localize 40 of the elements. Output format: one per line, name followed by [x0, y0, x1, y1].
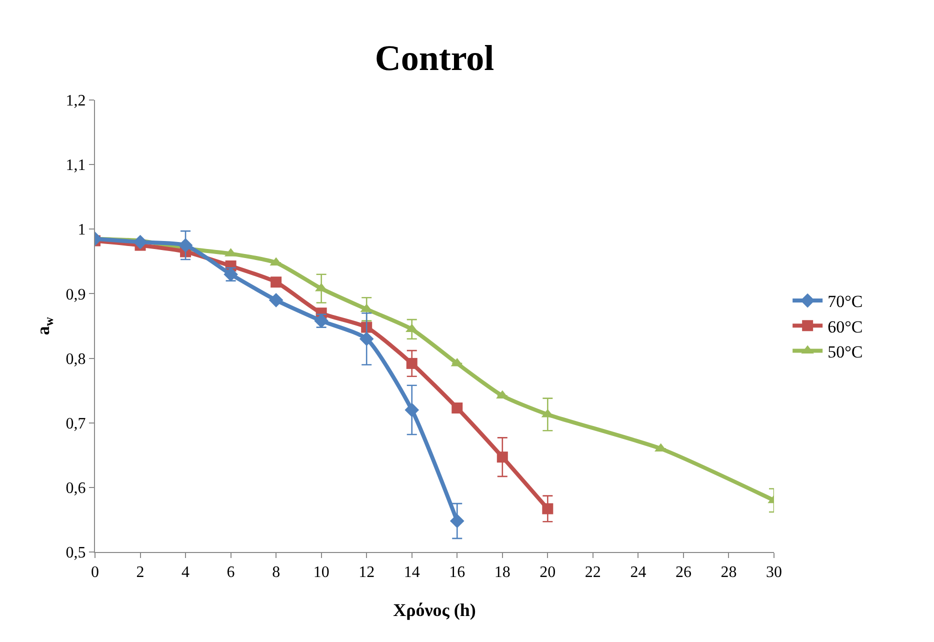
y-tick-label: 1	[78, 222, 86, 239]
x-axis-title: Χρόνος (h)	[393, 600, 476, 620]
x-tick-label: 10	[313, 564, 330, 582]
x-tick-label: 12	[358, 564, 375, 582]
x-tick-label: 14	[404, 564, 420, 582]
chart-title: Control	[374, 38, 494, 78]
point	[404, 402, 420, 418]
x-tick-label: 28	[720, 564, 737, 582]
x-tick-label: 20	[540, 564, 556, 582]
point	[133, 234, 148, 250]
x-tick-label: 18	[494, 564, 510, 582]
x-tick-label: 16	[449, 564, 466, 582]
point	[406, 358, 418, 369]
point	[496, 452, 508, 463]
x-tick-label: 0	[91, 564, 99, 582]
x-tick-label: 26	[675, 564, 692, 582]
x-tick-label: 30	[766, 564, 782, 582]
x-tick-label: 8	[272, 564, 280, 582]
y-tick-label: 1,2	[66, 92, 86, 110]
x-tick-label: 22	[584, 564, 601, 582]
legend-label: 70°C	[828, 292, 863, 312]
y-tick-label: 0,5	[66, 544, 86, 562]
point	[359, 332, 374, 346]
legend-label: 50°C	[828, 342, 863, 362]
x-tick-label: 2	[136, 564, 144, 582]
legend-label: 60°C	[828, 317, 863, 336]
x-tick-label: 24	[630, 564, 646, 582]
x-tick-label: 4	[182, 564, 190, 582]
y-tick-label: 1,1	[66, 157, 86, 174]
point	[268, 293, 284, 308]
y-tick-label: 0,8	[66, 350, 86, 368]
point	[178, 238, 193, 252]
x-tick-label: 6	[226, 564, 235, 582]
point	[270, 276, 282, 288]
point	[450, 514, 464, 528]
point	[452, 402, 463, 414]
y-tick-label: 0,7	[66, 415, 86, 432]
y-tick-label: 0,6	[66, 480, 86, 498]
point	[542, 503, 554, 514]
y-tick-label: 0,9	[66, 286, 86, 304]
